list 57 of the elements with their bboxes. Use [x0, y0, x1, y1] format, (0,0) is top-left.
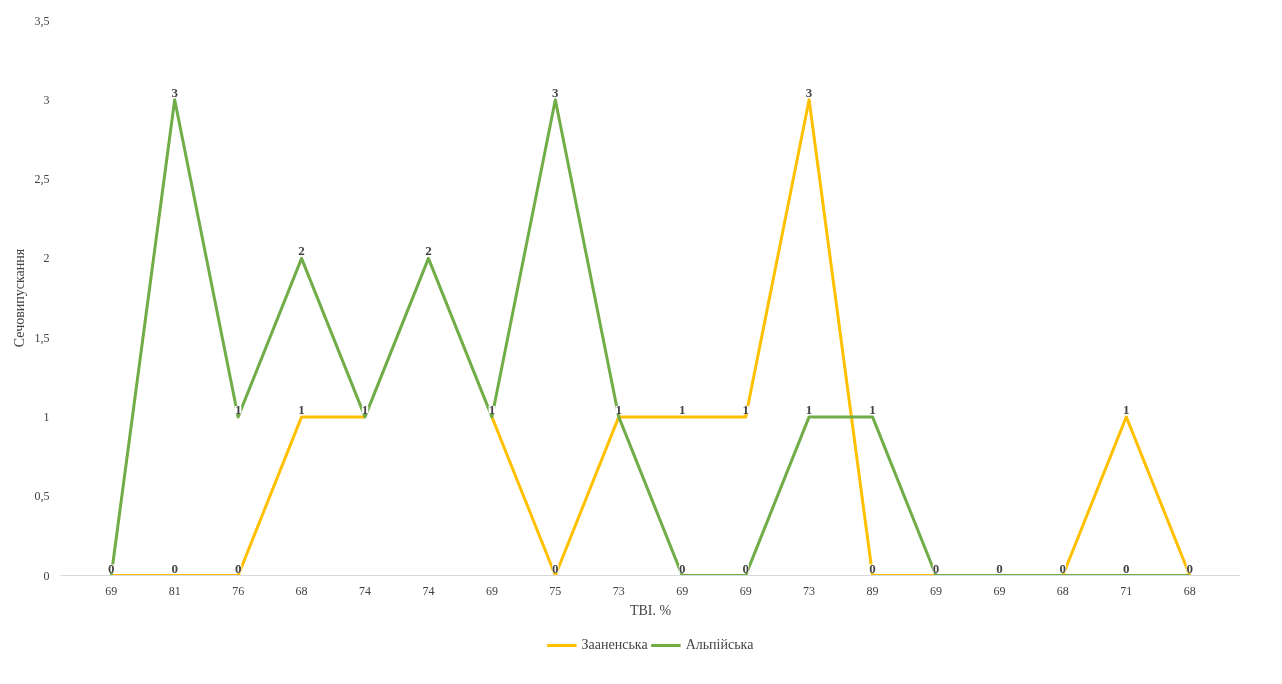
data-label: 1: [298, 401, 305, 417]
data-label: 0: [1123, 560, 1130, 576]
data-label: 0: [742, 560, 749, 576]
x-tick-label: 73: [612, 583, 625, 598]
y-tick-label: 0,5: [34, 489, 50, 504]
y-tick-label: 2,5: [34, 172, 50, 187]
data-label: 0: [552, 560, 559, 576]
data-label: 1: [678, 401, 686, 417]
data-label: 1: [488, 401, 496, 417]
data-label: 0: [108, 560, 115, 576]
data-label: 0: [996, 560, 1003, 576]
data-label: 1: [742, 401, 749, 417]
y-tick-label: 3: [43, 92, 50, 107]
data-label: 1: [869, 401, 876, 417]
data-label: 1: [805, 401, 813, 417]
x-tick-label: 74: [422, 583, 435, 598]
data-label: 2: [298, 243, 305, 259]
y-tick-label: 1,5: [34, 330, 50, 345]
x-tick-label: 71: [1120, 583, 1133, 598]
x-tick-label: 68: [295, 583, 308, 598]
y-tick-label: 2: [43, 251, 50, 266]
x-tick-label: 89: [866, 583, 879, 598]
data-label: 1: [361, 401, 369, 417]
legend-label: Зааненська: [581, 637, 648, 653]
data-label: 0: [234, 560, 242, 576]
x-tick-label: 69: [485, 583, 498, 598]
x-tick-label: 73: [803, 583, 816, 598]
data-label: 0: [869, 560, 876, 576]
x-tick-label: 69: [993, 583, 1006, 598]
x-tick-label: 68: [1056, 583, 1069, 598]
x-tick-label: 68: [1183, 583, 1196, 598]
data-label: 1: [1123, 401, 1130, 417]
data-label: 3: [552, 84, 560, 100]
y-axis-title: Сечовипускання: [11, 248, 27, 348]
data-label: 1: [615, 401, 623, 417]
x-tick-label: 75: [549, 583, 562, 598]
x-tick-label: 69: [105, 583, 118, 598]
x-tick-label: 74: [359, 583, 372, 598]
x-tick-label: 69: [676, 583, 689, 598]
x-tick-label: 69: [929, 583, 942, 598]
x-axis-title: TBI. %: [629, 602, 672, 618]
y-tick-label: 1: [43, 409, 50, 424]
data-label: 0: [1186, 560, 1193, 576]
data-label: 1: [234, 401, 242, 417]
data-label: 0: [1059, 560, 1067, 576]
data-label: 3: [805, 84, 813, 100]
x-tick-label: 76: [232, 583, 245, 598]
y-tick-label: 0: [43, 568, 50, 583]
x-tick-label: 81: [168, 583, 181, 598]
data-label: 2: [425, 243, 432, 259]
legend-label: Альпійська: [685, 637, 754, 653]
data-label: 0: [932, 560, 940, 576]
data-label: 3: [171, 84, 179, 100]
data-label: 0: [171, 560, 178, 576]
y-tick-label: 3,5: [34, 13, 50, 28]
data-label: 0: [678, 560, 686, 576]
x-tick-label: 69: [739, 583, 752, 598]
